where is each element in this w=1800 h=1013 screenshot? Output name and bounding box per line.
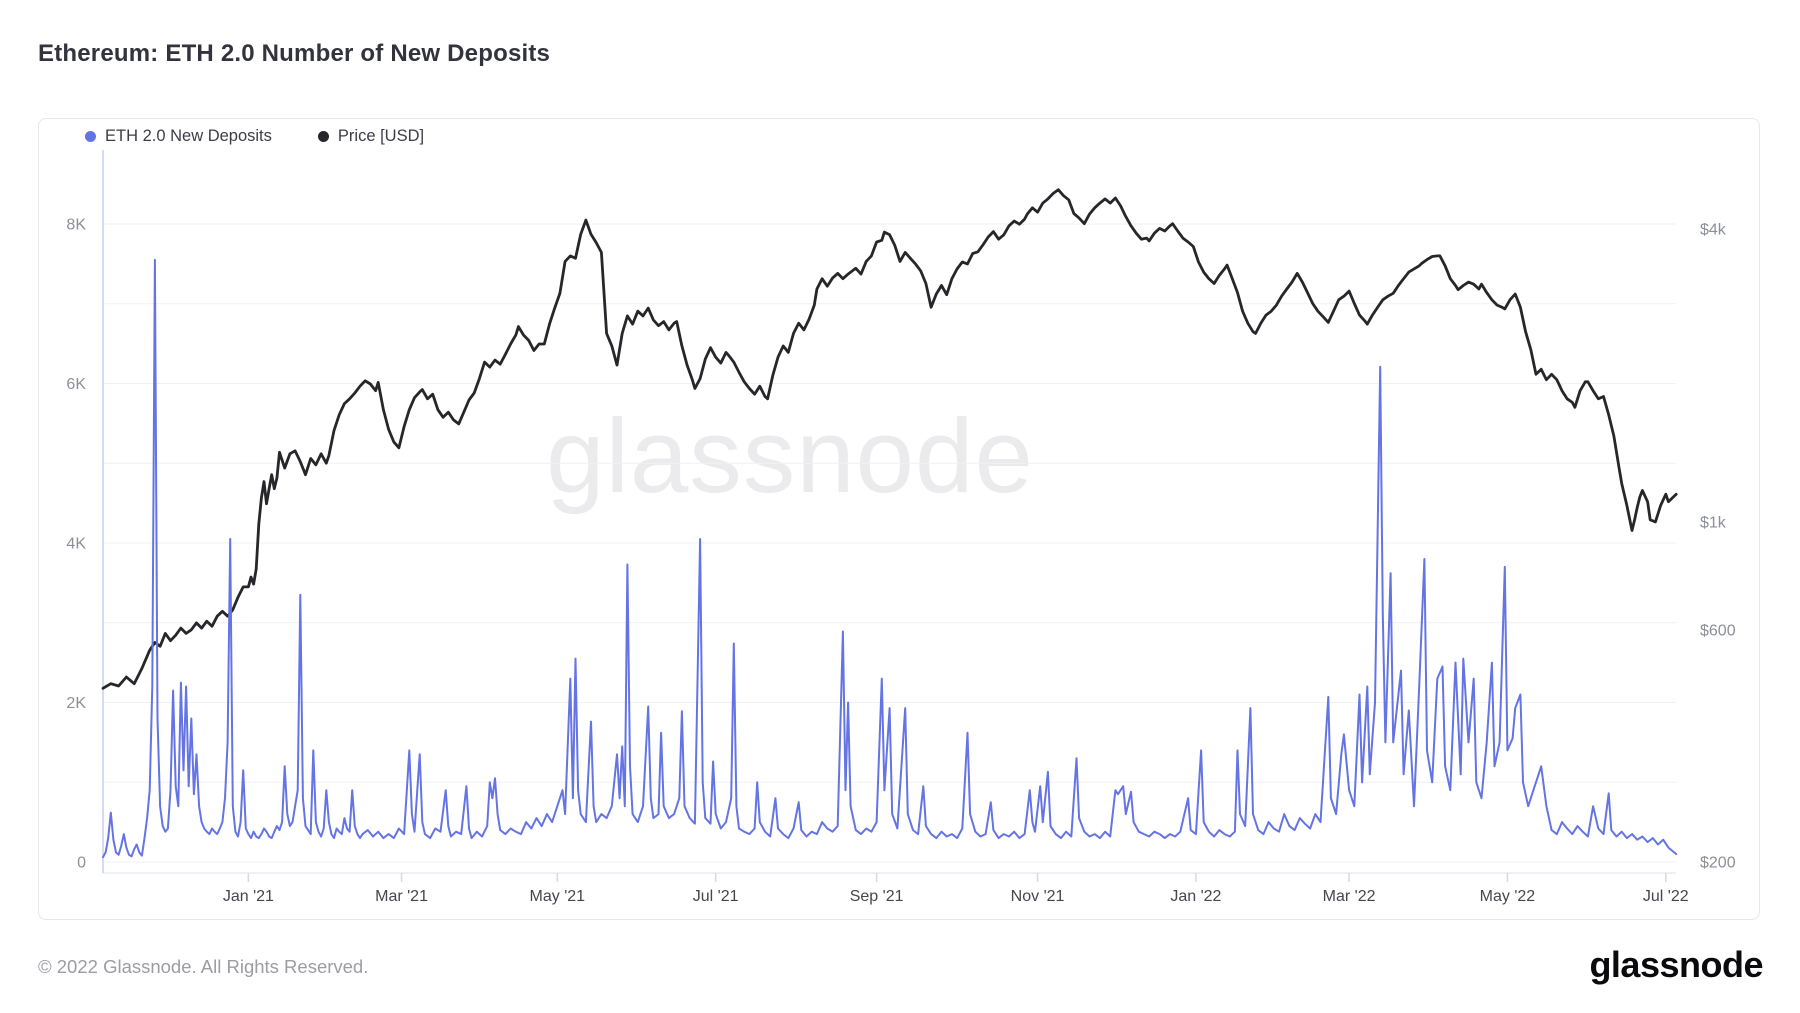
legend-item-price[interactable]: Price [USD]: [317, 127, 425, 146]
price-series-dot-icon: [317, 131, 329, 142]
legend-label-deposits: ETH 2.0 New Deposits: [105, 127, 272, 145]
x-tick-label: Mar '21: [375, 888, 428, 905]
right-axis-tick-label: $1k: [1700, 514, 1727, 531]
x-tick-label: Jul '21: [693, 888, 739, 905]
left-axis-tick-label: 4K: [66, 536, 86, 553]
x-tick-label: Mar '22: [1323, 888, 1376, 905]
glassnode-logo[interactable]: glassnode: [1589, 944, 1763, 985]
page-title: Ethereum: ETH 2.0 Number of New Deposits: [38, 40, 551, 67]
x-tick-label: Jan '21: [223, 888, 274, 905]
price-line-series: [101, 188, 1678, 690]
left-axis-tick-label: 6K: [66, 376, 86, 393]
x-tick-label: Nov '21: [1011, 888, 1065, 905]
right-axis-tick-label: $200: [1700, 855, 1736, 872]
x-tick-label: Sep '21: [850, 888, 904, 905]
legend-item-deposits[interactable]: ETH 2.0 New Deposits: [85, 127, 272, 146]
copyright-text: © 2022 Glassnode. All Rights Reserved.: [38, 956, 369, 977]
chart-legend: ETH 2.0 New Deposits Price [USD]: [85, 127, 424, 146]
deposits-line-series: [102, 258, 1678, 859]
chart-card: [38, 118, 1760, 920]
x-tick-label: May '22: [1480, 888, 1536, 905]
legend-label-price: Price [USD]: [337, 127, 425, 145]
left-axis-tick-label: 8K: [66, 217, 86, 234]
right-axis-tick-label: $600: [1700, 622, 1736, 639]
x-tick-label: Jul '22: [1643, 888, 1689, 905]
x-tick-label: Jan '22: [1170, 888, 1221, 905]
left-axis-tick-label: 2K: [66, 695, 86, 712]
x-tick-label: May '21: [530, 888, 586, 905]
deposits-series-dot-icon: [85, 131, 96, 142]
right-axis-tick-label: $4k: [1700, 221, 1727, 238]
left-axis-tick-label: 0: [77, 855, 86, 872]
